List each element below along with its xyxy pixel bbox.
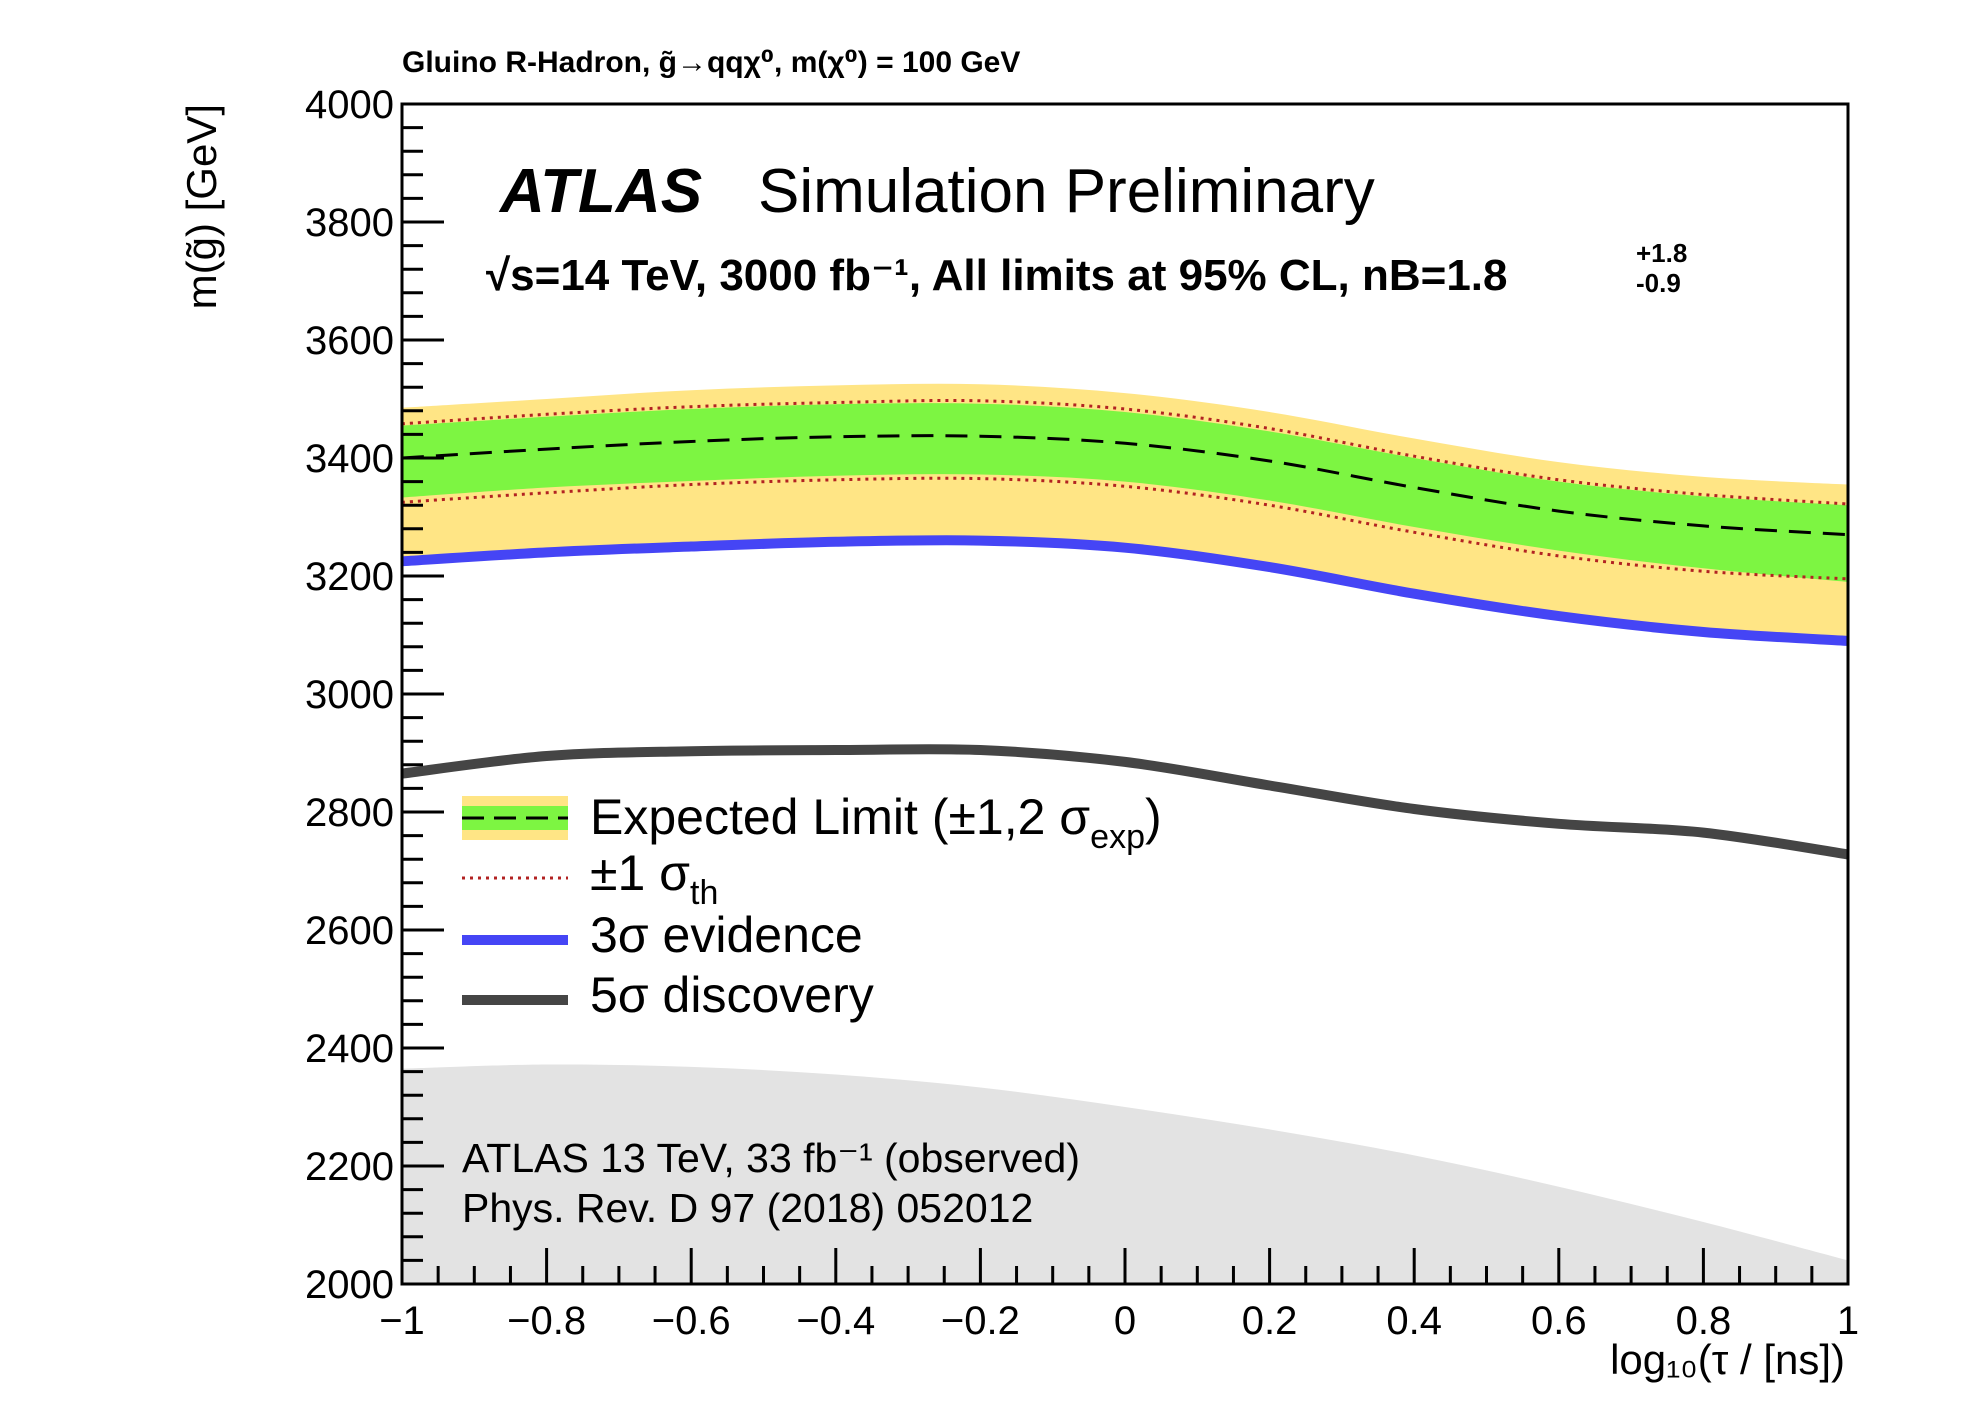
discovery-5sigma-line: [401, 744, 1849, 860]
y-tick-label: 2200: [305, 1145, 394, 1189]
x-tick-label: −0.4: [796, 1299, 875, 1343]
status-label: Simulation Preliminary: [758, 157, 1375, 226]
experiment-label: ATLAS: [498, 157, 702, 226]
x-tick-label: −0.2: [941, 1299, 1020, 1343]
x-tick-label: 1: [1837, 1299, 1859, 1343]
y-tick-label: 3800: [305, 201, 394, 245]
expected-1sigma-band: [402, 403, 1848, 582]
nb-minus-label: -0.9: [1636, 268, 1681, 298]
legend-label-evidence3: 3σ evidence: [590, 907, 863, 963]
x-tick-label: −0.8: [507, 1299, 586, 1343]
observed-region-layer: [402, 1064, 1848, 1284]
x-tick-label: 0: [1114, 1299, 1136, 1343]
x-tick-label: 0.4: [1386, 1299, 1442, 1343]
legend-label-theory: ±1 σth: [590, 845, 718, 912]
legend-entry-evidence3: 3σ evidence: [462, 907, 863, 963]
axis-ticks-layer: [400, 102, 1850, 1286]
expected-limit-line: [401, 434, 1849, 537]
expected-bands-layer: [402, 383, 1848, 641]
legend-entry-theory: ±1 σth: [462, 845, 718, 912]
y-tick-label: 3400: [305, 437, 394, 481]
chart-title: Gluino R-Hadron, g̃→qqχ⁰, m(χ⁰) = 100 Ge…: [402, 46, 1020, 79]
legend-entry-discovery5: 5σ discovery: [462, 967, 874, 1023]
observed-annotation-line2: Phys. Rev. D 97 (2018) 052012: [462, 1185, 1033, 1231]
curves-layer: [401, 398, 1849, 860]
y-tick-label: 2000: [305, 1263, 394, 1307]
nb-plus-label: +1.8: [1636, 238, 1687, 268]
x-tick-label: −0.6: [652, 1299, 731, 1343]
x-tick-label: −1: [379, 1299, 425, 1343]
y-tick-label: 3200: [305, 555, 394, 599]
legend-entry-expected: Expected Limit (±1,2 σexp): [462, 789, 1162, 856]
y-tick-label: 2800: [305, 791, 394, 835]
y-tick-label: 2600: [305, 909, 394, 953]
x-tick-label: 0.2: [1242, 1299, 1298, 1343]
evidence-3sigma-line: [401, 535, 1849, 646]
legend: Expected Limit (±1,2 σexp) ±1 σth 3σ evi…: [462, 789, 1162, 1023]
y-tick-label: 3600: [305, 319, 394, 363]
legend-label-expected: Expected Limit (±1,2 σexp): [590, 789, 1162, 856]
y-tick-label: 4000: [305, 83, 394, 127]
y-axis-title: m(g̃) [GeV]: [178, 104, 225, 309]
theory-minus-1sigma-line: [401, 476, 1849, 581]
y-tick-label: 2400: [305, 1027, 394, 1071]
x-tick-label: 0.6: [1531, 1299, 1587, 1343]
observed-13tev-region: [402, 1064, 1848, 1284]
observed-annotation-line1: ATLAS 13 TeV, 33 fb⁻¹ (observed): [462, 1135, 1080, 1181]
x-tick-label: 0.8: [1676, 1299, 1732, 1343]
axis-tick-labels-layer: 2000 2200 2400 2600 2800 3000 3200 3400 3600 3800…: [305, 83, 1859, 1343]
conditions-label: √s=14 TeV, 3000 fb⁻¹, All limits at 95% …: [486, 251, 1508, 300]
y-tick-label: 3000: [305, 673, 394, 717]
x-axis-title: log₁₀(τ / [ns]): [1610, 1336, 1845, 1383]
legend-label-discovery5: 5σ discovery: [590, 967, 874, 1023]
theory-plus-1sigma-line: [401, 398, 1849, 506]
